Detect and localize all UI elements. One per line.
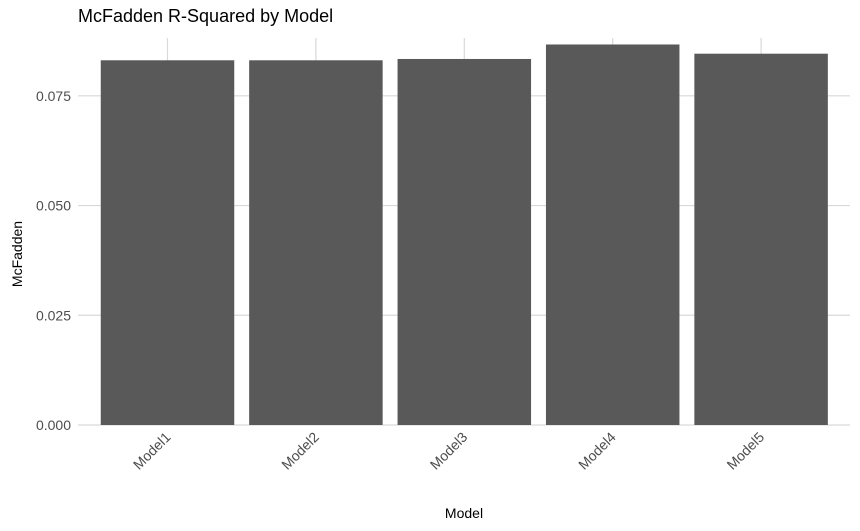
x-tick-label: Model5	[723, 429, 767, 473]
x-tick-label: Model2	[278, 429, 322, 473]
bars	[100, 44, 828, 426]
bar-model3	[397, 58, 532, 425]
x-axis-ticks: Model1 Model2 Model3 Model4 Model5	[130, 429, 768, 473]
bar-model5	[694, 53, 828, 425]
x-tick-label: Model1	[130, 429, 174, 473]
x-axis-title: Model	[445, 505, 483, 521]
y-axis-title: McFadden	[9, 221, 25, 287]
x-tick-label: Model3	[427, 429, 471, 473]
y-tick-label: 0.075	[36, 88, 71, 104]
bar-model4	[545, 44, 680, 425]
bar-model2	[249, 60, 383, 426]
bar-model1	[100, 60, 235, 426]
y-tick-label: 0.050	[36, 198, 71, 214]
y-axis-ticks: 0.000 0.025 0.050 0.075	[36, 88, 71, 433]
y-tick-label: 0.025	[36, 307, 71, 323]
chart-title: McFadden R-Squared by Model	[78, 6, 334, 26]
x-tick-label: Model4	[575, 429, 619, 473]
y-tick-label: 0.000	[36, 417, 71, 433]
